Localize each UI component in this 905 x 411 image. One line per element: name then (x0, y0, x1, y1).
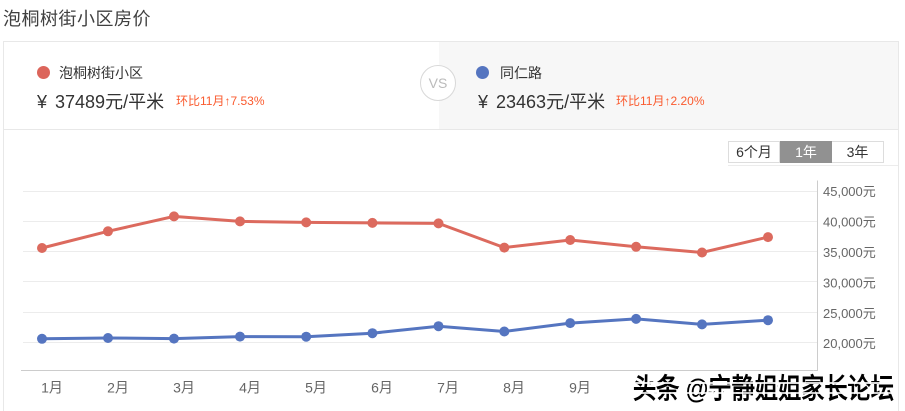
svg-text:6月: 6月 (371, 380, 393, 396)
svg-text:9月: 9月 (569, 380, 591, 396)
svg-text:1月: 1月 (41, 380, 63, 396)
svg-text:3月: 3月 (173, 380, 195, 396)
svg-text:30,000元: 30,000元 (823, 275, 876, 290)
svg-text:8月: 8月 (503, 380, 525, 396)
svg-text:7月: 7月 (437, 380, 459, 396)
svg-text:35,000元: 35,000元 (823, 245, 876, 260)
svg-text:45,000元: 45,000元 (823, 184, 876, 199)
svg-text:2月: 2月 (107, 380, 129, 396)
svg-text:4月: 4月 (239, 380, 261, 396)
svg-text:25,000元: 25,000元 (823, 306, 876, 321)
svg-text:40,000元: 40,000元 (823, 215, 876, 230)
svg-text:5月: 5月 (305, 380, 327, 396)
svg-text:20,000元: 20,000元 (823, 336, 876, 351)
